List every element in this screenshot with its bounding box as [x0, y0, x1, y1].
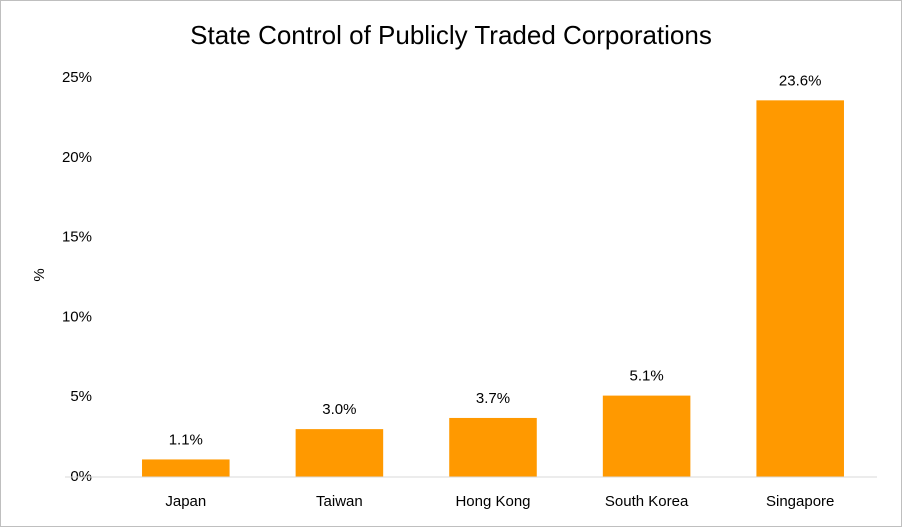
bar: [756, 100, 844, 478]
y-tick-label: 25%: [62, 69, 92, 86]
y-tick-label: 5%: [70, 388, 92, 405]
x-tick-label: Singapore: [766, 493, 834, 510]
x-tick-label: Taiwan: [316, 493, 363, 510]
bar: [142, 459, 230, 477]
x-tick-label: South Korea: [605, 493, 689, 510]
data-label: 1.1%: [169, 431, 203, 448]
bar: [602, 395, 691, 477]
data-label: 23.6%: [779, 72, 822, 89]
y-tick-label: 10%: [62, 308, 92, 325]
y-tick-label: 0%: [70, 468, 92, 485]
bar: [295, 429, 384, 477]
y-tick-label: 20%: [62, 149, 92, 166]
chart-title: State Control of Publicly Traded Corpora…: [190, 20, 712, 50]
data-label: 3.0%: [322, 401, 356, 418]
data-label: 3.7%: [476, 390, 510, 407]
bar: [449, 417, 537, 477]
y-axis-title: %: [31, 268, 48, 281]
y-tick-label: 15%: [62, 229, 92, 246]
x-tick-label: Japan: [165, 493, 206, 510]
data-label: 5.1%: [629, 368, 663, 385]
x-tick-label: Hong Kong: [455, 493, 530, 510]
